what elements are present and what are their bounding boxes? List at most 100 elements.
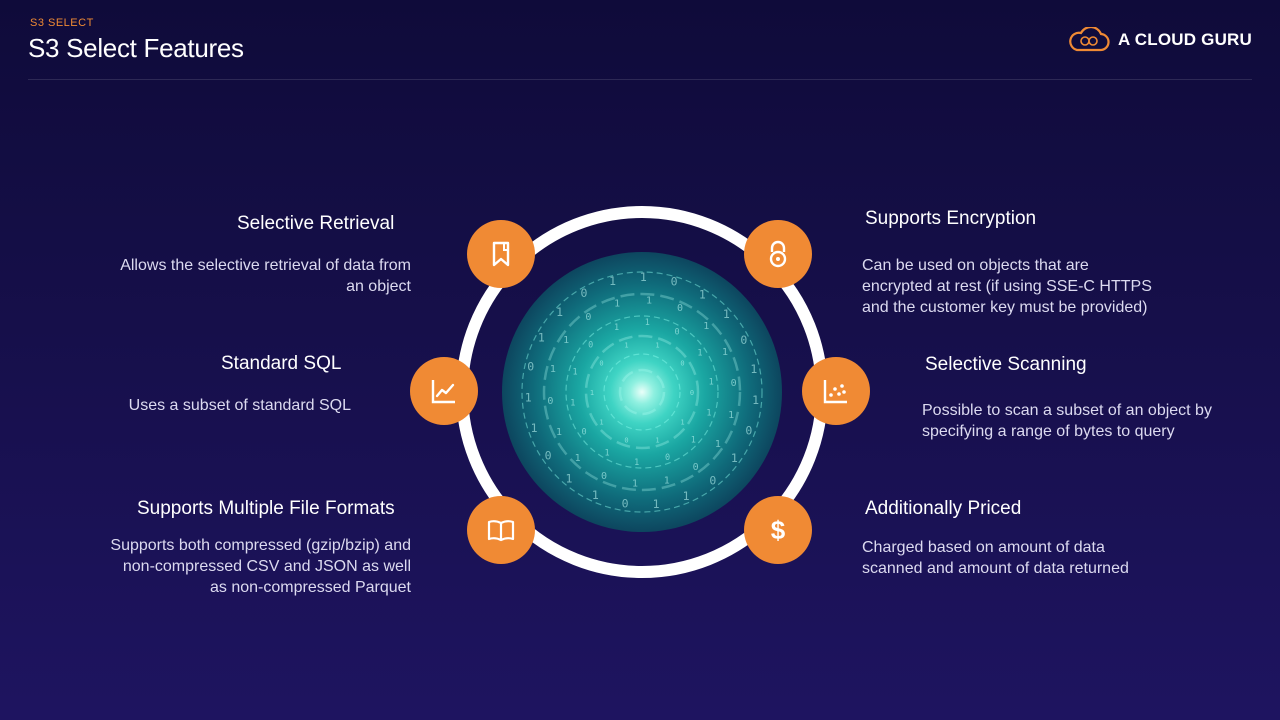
orb-ring xyxy=(542,292,742,492)
feature-title-selective-scanning: Selective Scanning xyxy=(925,354,1087,375)
orb-binary-digit: 1 xyxy=(697,349,702,359)
orb-ring xyxy=(618,368,666,416)
orb-binary-digit: 1 xyxy=(655,437,659,445)
orb-binary-digit: 1 xyxy=(683,489,690,503)
orb-binary-digit: 1 xyxy=(550,364,556,375)
orb-binary-digit: 0 xyxy=(581,286,588,300)
orb-binary-digit: 0 xyxy=(677,303,683,314)
feature-desc-multiple-formats: Supports both compressed (gzip/bzip) and… xyxy=(110,537,411,596)
feature-desc-encryption: Can be used on objects that are encrypte… xyxy=(862,257,1152,316)
orb-binary-digit: 1 xyxy=(563,335,569,346)
orb-binary-digit: 1 xyxy=(573,367,578,377)
dollar-icon: $ xyxy=(770,514,786,545)
feature-desc-standard-sql: Uses a subset of standard SQL xyxy=(128,397,351,414)
padlock-icon xyxy=(769,240,787,268)
orb-binary-digit: 1 xyxy=(614,323,619,333)
orb-binary-digit: 1 xyxy=(703,321,709,332)
orb-binary-digit: 1 xyxy=(722,347,728,358)
orb-binary-digit: 1 xyxy=(664,476,670,487)
orb-binary-digit: 1 xyxy=(728,410,734,421)
orb-ring xyxy=(584,334,700,450)
orb-binary-digit: 0 xyxy=(745,424,752,438)
orb-binary-digit: 1 xyxy=(640,270,647,284)
feature-title-multiple-formats: Supports Multiple File Formats xyxy=(137,498,395,519)
orb-binary-digit: 1 xyxy=(531,421,538,435)
orb-binary-digit: 1 xyxy=(715,439,721,450)
feature-title-standard-sql: Standard SQL xyxy=(221,353,342,374)
orb-binary-digit: 0 xyxy=(582,427,587,437)
orb-binary-digit: 0 xyxy=(622,497,629,511)
orb-binary-digit: 0 xyxy=(588,340,593,350)
selective-scanning-badge xyxy=(802,357,870,425)
additionally-priced-badge: $ xyxy=(744,496,812,564)
multiple-formats-badge xyxy=(467,496,535,564)
orb-binary-digit: 1 xyxy=(723,307,730,321)
orb-binary-digit: 1 xyxy=(556,427,562,438)
orb-ring xyxy=(603,353,681,431)
orb-binary-digit: 1 xyxy=(604,449,609,459)
line-chart-icon xyxy=(431,380,455,404)
orb-binary-digit: 1 xyxy=(609,274,616,288)
orb-binary-digit: 0 xyxy=(545,449,552,463)
orb-binary-digit: 0 xyxy=(690,389,694,397)
cloud-logo-icon xyxy=(1069,27,1110,52)
orb-binary-digit: 1 xyxy=(645,318,650,328)
orb-binary-digit: 1 xyxy=(709,378,714,388)
bookmark-icon xyxy=(492,241,510,267)
orb-binary-digit: 1 xyxy=(750,362,757,376)
brand-logo: A CLOUD GURU xyxy=(1068,26,1252,54)
orb-binary-digit: 0 xyxy=(671,275,678,289)
feature-desc-selective-scanning: Possible to scan a subset of an object b… xyxy=(922,402,1212,440)
orb-binary-digit: 1 xyxy=(752,393,759,407)
orb-binary-digit: 0 xyxy=(680,360,684,368)
orb-binary-digit: 1 xyxy=(538,330,545,344)
page-title: S3 Select Features xyxy=(28,33,244,63)
orb-binary-digit: 1 xyxy=(614,298,620,309)
orb-binary-digit: 0 xyxy=(665,453,670,463)
orb-ring xyxy=(565,315,719,469)
orb-binary-digit: 0 xyxy=(601,471,607,482)
orb-binary-digit: 1 xyxy=(566,472,573,486)
selective-retrieval-badge xyxy=(467,220,535,288)
orb-binary-digit: 1 xyxy=(731,451,738,465)
orb-ring xyxy=(521,271,763,513)
orb-binary-digit: 0 xyxy=(709,473,716,487)
orb-binary-digit: 1 xyxy=(525,390,532,404)
orb-binary-digit: 1 xyxy=(699,287,706,301)
orb-binary-digit: 1 xyxy=(646,295,652,306)
orb-binary-digit: 0 xyxy=(693,462,699,473)
orb-binary-digit: 0 xyxy=(527,360,534,374)
section-kicker: S3 SELECT xyxy=(30,17,94,29)
feature-title-additionally-priced: Additionally Priced xyxy=(865,498,1022,519)
orb-binary-digit: 1 xyxy=(634,458,639,468)
orb-binary-digit: 0 xyxy=(585,312,591,323)
orb-binary-digit: 1 xyxy=(575,453,581,464)
orb-binary-digit: 1 xyxy=(680,418,684,426)
feature-title-selective-retrieval: Selective Retrieval xyxy=(237,213,395,234)
header-divider xyxy=(28,79,1252,80)
orb-binary-digit: 0 xyxy=(731,378,737,389)
feature-title-encryption: Supports Encryption xyxy=(865,208,1037,229)
orb-binary-digit: 1 xyxy=(570,398,575,408)
orb-binary-digit: 0 xyxy=(624,437,628,445)
book-icon xyxy=(487,520,515,542)
orb-binary-digit: 0 xyxy=(599,360,603,368)
encryption-badge xyxy=(744,220,812,288)
orb-binary-digit: 0 xyxy=(740,333,747,347)
orb-binary-digit: 1 xyxy=(706,409,711,419)
orb-binary-digit: 0 xyxy=(547,396,553,407)
standard-sql-badge xyxy=(410,357,478,425)
orb-binary-digit: 1 xyxy=(691,436,696,446)
orb-binary-digit: 0 xyxy=(674,327,679,337)
feature-desc-selective-retrieval: Allows the selective retrieval of data f… xyxy=(120,257,411,295)
orb-binary-digit: 1 xyxy=(655,341,659,349)
orb-binary-digit: 1 xyxy=(592,488,599,502)
orb-binary-digit: 1 xyxy=(590,389,594,397)
orb-binary-digit: 1 xyxy=(599,418,603,426)
orb-binary-digit: 1 xyxy=(653,497,660,511)
feature-desc-additionally-priced: Charged based on amount of data scanned … xyxy=(862,539,1129,577)
brand-name: A CLOUD GURU xyxy=(1118,30,1252,49)
orb-binary-digit: 1 xyxy=(624,341,628,349)
